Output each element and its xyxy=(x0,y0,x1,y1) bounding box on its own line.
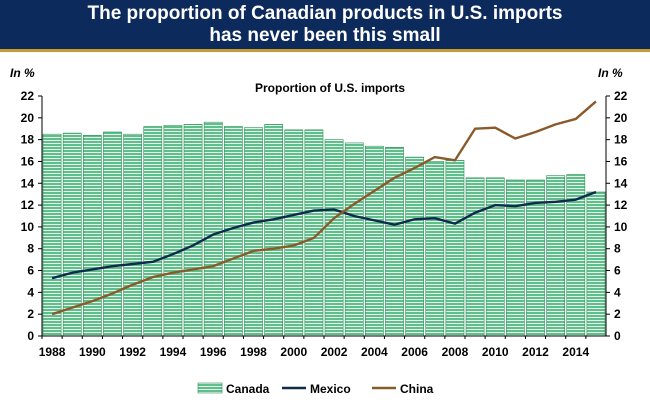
chart-title: Proportion of U.S. imports xyxy=(255,81,405,95)
bar-canada-2004 xyxy=(364,145,384,337)
bar-canada-1998 xyxy=(244,127,263,337)
bar-canada-1996 xyxy=(203,121,223,337)
right-tick-label-20: 20 xyxy=(614,111,628,125)
bar-canada-1991 xyxy=(103,131,122,337)
bar-canada-1992 xyxy=(123,133,143,337)
left-tick-label-22: 22 xyxy=(21,89,35,103)
left-tick-label-8: 8 xyxy=(27,242,34,256)
right-tick-label-12: 12 xyxy=(614,198,628,212)
bar-canada-1995 xyxy=(183,124,203,337)
x-tick-label-1996: 1996 xyxy=(200,345,227,359)
legend-label-mexico: Mexico xyxy=(310,382,351,396)
left-tick-label-12: 12 xyxy=(21,198,35,212)
bar-canada-2009 xyxy=(465,177,485,337)
line-mexico xyxy=(51,190,597,280)
x-tick-label-2010: 2010 xyxy=(482,345,509,359)
chart: In % In % Proportion of U.S. imports 0 0 2… xyxy=(10,66,628,396)
bar-canada-1988 xyxy=(42,133,62,337)
x-tick-label-1998: 1998 xyxy=(240,345,267,359)
legend-label-canada: Canada xyxy=(226,382,270,396)
left-tick-label-16: 16 xyxy=(21,154,35,168)
title-line-2: has never been this small xyxy=(209,24,441,46)
bar-canada-2015 xyxy=(586,191,606,337)
left-tick-label-18: 18 xyxy=(21,133,35,147)
right-tick-label-22: 22 xyxy=(614,89,628,103)
bar-canada-1993 xyxy=(143,126,163,337)
left-axis-label: In % xyxy=(10,66,35,80)
left-tick-label-2: 2 xyxy=(27,307,34,321)
x-tick-label-1988: 1988 xyxy=(39,345,66,359)
right-tick-label-18: 18 xyxy=(614,133,628,147)
bar-canada-1999 xyxy=(264,124,284,337)
x-tick-label-2006: 2006 xyxy=(401,345,428,359)
title-line-1: The proportion of Canadian products in U… xyxy=(87,2,563,24)
right-tick-label-2: 2 xyxy=(614,307,621,321)
bar-canada-2013 xyxy=(546,175,566,337)
left-tick-label-0: 0 xyxy=(27,329,34,343)
right-tick-label-4: 4 xyxy=(614,285,621,299)
x-tick-label-2004: 2004 xyxy=(361,345,388,359)
x-tick-label-1990: 1990 xyxy=(79,345,106,359)
left-tick-label-6: 6 xyxy=(27,264,34,278)
title-banner: The proportion of Canadian products in U… xyxy=(0,0,650,52)
right-tick-label-0: 0 xyxy=(614,329,621,343)
bar-canada-2011 xyxy=(505,179,525,337)
x-tick-label-1994: 1994 xyxy=(160,345,187,359)
bar-canada-2002 xyxy=(324,139,344,337)
right-tick-label-16: 16 xyxy=(614,154,628,168)
right-tick-label-6: 6 xyxy=(614,264,621,278)
bar-canada-2000 xyxy=(284,129,304,337)
bar-canada-2008 xyxy=(445,160,465,337)
left-tick-label-4: 4 xyxy=(27,285,34,299)
legend-label-china: China xyxy=(400,382,434,396)
x-tick-label-1992: 1992 xyxy=(119,345,146,359)
right-tick-label-14: 14 xyxy=(614,176,628,190)
x-tick-label-2008: 2008 xyxy=(442,345,469,359)
bar-canada-2007 xyxy=(425,161,445,337)
bar-canada-2010 xyxy=(485,177,505,337)
x-tick-label-2014: 2014 xyxy=(562,345,589,359)
left-tick-label-20: 20 xyxy=(21,111,35,125)
right-tick-label-8: 8 xyxy=(614,242,621,256)
right-tick-label-10: 10 xyxy=(614,220,628,234)
bar-canada-1994 xyxy=(163,125,183,337)
left-tick-label-10: 10 xyxy=(21,220,35,234)
bar-canada-2003 xyxy=(344,142,364,337)
x-tick-label-2002: 2002 xyxy=(321,345,348,359)
bar-canada-2006 xyxy=(405,156,425,337)
x-tick-label-2012: 2012 xyxy=(522,345,549,359)
x-tick-label-2000: 2000 xyxy=(280,345,307,359)
left-tick-label-14: 14 xyxy=(21,176,35,190)
bar-canada-1990 xyxy=(82,134,102,337)
legend: Canada Mexico China xyxy=(197,382,434,396)
legend-swatch-canada xyxy=(197,382,223,394)
right-axis-label: In % xyxy=(598,66,623,80)
line-china xyxy=(51,100,597,316)
